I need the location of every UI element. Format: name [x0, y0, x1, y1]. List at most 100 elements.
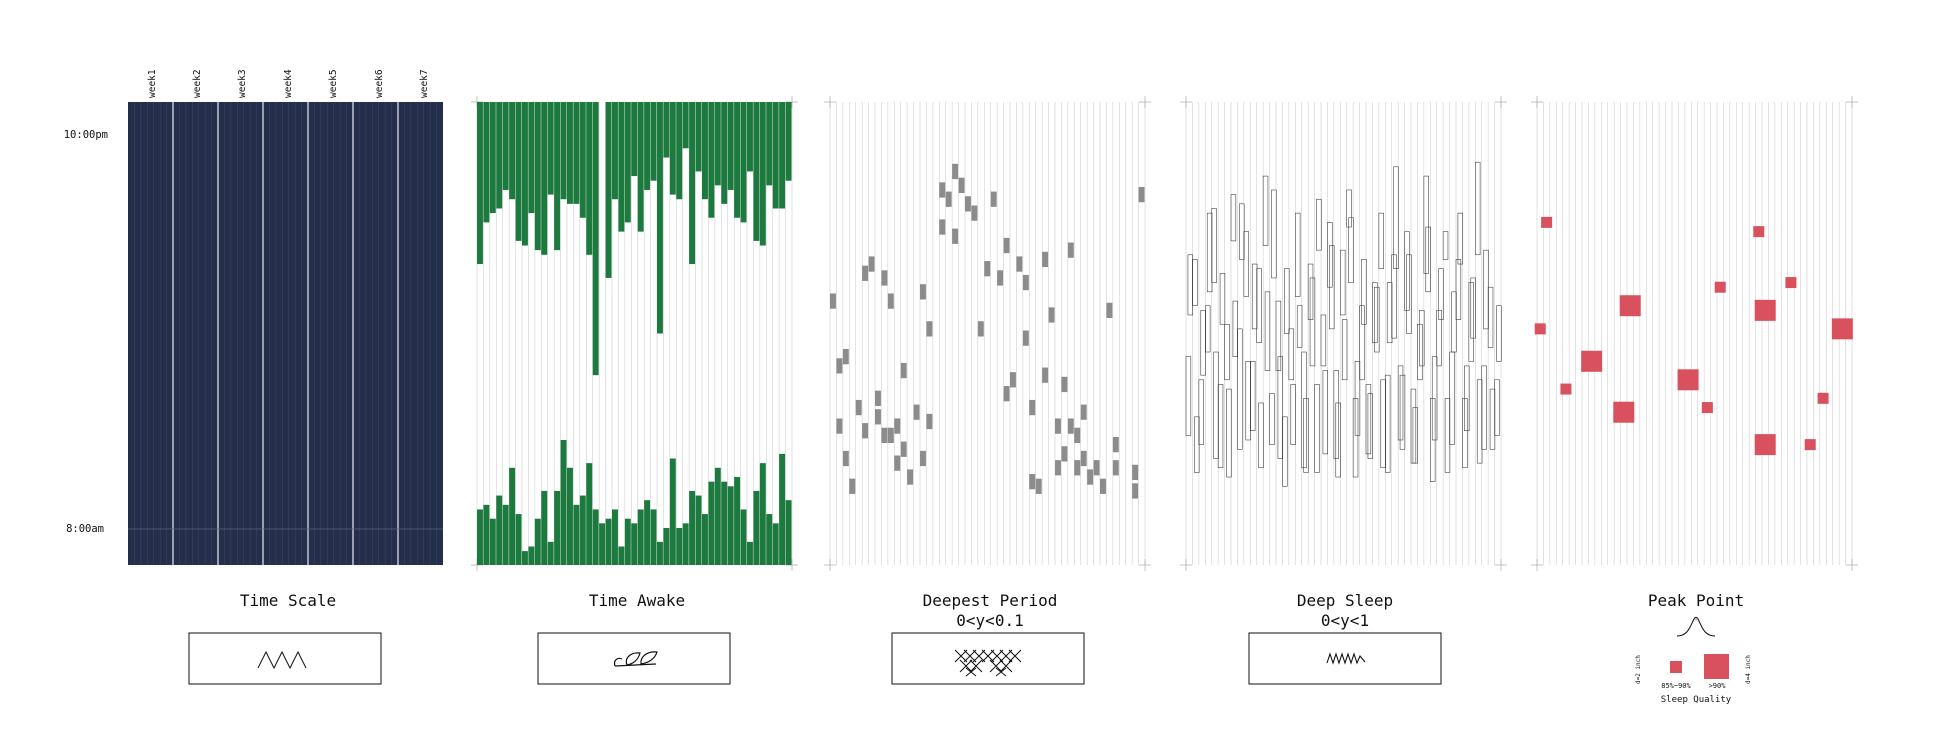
- deep-sleep-segment: [1419, 310, 1425, 367]
- week-label: week6: [374, 69, 385, 98]
- morning-awake-bar: [573, 504, 580, 565]
- deep-sleep-segment: [1282, 416, 1288, 487]
- morning-awake-bar: [689, 490, 696, 565]
- morning-awake-bar: [772, 523, 779, 565]
- cross-stitch-icon: [954, 649, 1022, 677]
- deep-sleep-segment: [1404, 231, 1410, 311]
- deepest-period-mark: [926, 321, 933, 337]
- time-label-bottom: 8:00am: [66, 523, 104, 535]
- deepest-period-mark: [977, 321, 984, 337]
- time-scale-bar: [346, 102, 353, 565]
- time-scale-bar: [288, 102, 295, 565]
- deep-sleep-segment: [1438, 268, 1444, 320]
- time-scale-bar: [198, 102, 205, 565]
- time-scale-bar: [173, 102, 179, 565]
- deep-sleep-segment: [1329, 245, 1335, 330]
- deepest-period-mark: [984, 261, 991, 277]
- evening-awake-bar: [708, 102, 715, 218]
- evening-awake-bar: [747, 102, 753, 172]
- time-scale-bar: [314, 102, 321, 565]
- morning-awake-bar: [515, 514, 522, 565]
- time-scale-bar: [391, 102, 398, 565]
- deep-sleep-segment: [1226, 388, 1232, 478]
- deepest-period-mark: [990, 191, 997, 207]
- peak-point-mark: [1817, 392, 1829, 404]
- evening-awake-bar: [528, 102, 535, 214]
- panel-subtitle: 0<y<1: [1321, 611, 1369, 630]
- deepest-period-mark: [1055, 460, 1061, 476]
- morning-awake-bar: [753, 490, 760, 565]
- deep-sleep-segment: [1393, 166, 1399, 269]
- evening-awake-bar: [721, 102, 728, 204]
- time-scale-bar: [436, 102, 443, 565]
- time-scale-bar: [140, 102, 147, 565]
- time-scale-bar: [417, 102, 424, 565]
- evening-awake-bar: [579, 102, 586, 218]
- peak-point-mark: [1831, 318, 1853, 340]
- deep-sleep-segment: [1275, 300, 1282, 371]
- legend-small-label: 85%~90%: [1661, 682, 1691, 690]
- deep-sleep-segment: [1476, 379, 1483, 464]
- morning-awake-bar: [740, 509, 747, 565]
- peak-point-mark: [1534, 323, 1546, 335]
- deepest-period-mark: [1132, 464, 1139, 481]
- morning-awake-bar: [592, 509, 599, 565]
- deep-sleep-segment: [1243, 231, 1249, 297]
- deep-sleep-segment: [1455, 259, 1462, 320]
- morning-awake-bar: [727, 486, 734, 565]
- deep-sleep-segment: [1372, 282, 1378, 344]
- deepest-period-mark: [1055, 418, 1061, 434]
- deep-sleep-segment: [1192, 259, 1198, 306]
- evening-awake-bar: [560, 102, 567, 200]
- deep-sleep-segment: [1230, 194, 1237, 242]
- time-scale-bar: [308, 102, 314, 565]
- deepest-period-mark: [1029, 474, 1036, 490]
- deep-sleep-segment: [1269, 393, 1275, 445]
- peak-point-mark: [1754, 434, 1776, 456]
- deep-sleep-segment: [1468, 282, 1474, 362]
- morning-awake-bar: [637, 509, 644, 565]
- deepest-period-mark: [1061, 376, 1068, 393]
- time-scale-bar: [430, 102, 436, 565]
- time-scale-icon-box: [188, 632, 382, 685]
- morning-awake-bar: [612, 509, 618, 565]
- morning-awake-bar: [669, 458, 676, 565]
- deepest-period-mark: [1003, 237, 1010, 254]
- deep-sleep-segment: [1335, 402, 1341, 478]
- morning-awake-bar: [541, 490, 548, 565]
- deep-sleep-segment: [1284, 268, 1290, 334]
- evening-awake-bar: [734, 102, 741, 218]
- morning-awake-bar: [477, 509, 483, 565]
- deepest-period-mark: [1061, 446, 1068, 462]
- evening-awake-bar: [554, 102, 561, 251]
- week-labels: week1 week2 week3 week4 week5 week6 week…: [147, 69, 430, 98]
- deepest-period-mark: [1080, 450, 1087, 467]
- deep-sleep-segment: [1406, 254, 1412, 334]
- time-scale-bar: [404, 102, 411, 565]
- evening-awake-bar: [695, 102, 702, 172]
- deep-sleep-segment: [1470, 277, 1476, 339]
- deepest-period-mark: [952, 228, 959, 244]
- deepest-period-mark: [836, 418, 843, 434]
- panel-title: Deep Sleep: [1297, 591, 1393, 610]
- deep-sleep-segment: [1378, 212, 1384, 269]
- morning-awake-bar: [567, 467, 573, 565]
- deepest-period-mark: [971, 205, 978, 221]
- deep-sleep-segment: [1211, 208, 1217, 283]
- deep-sleep-segment: [1320, 314, 1327, 367]
- deep-sleep-segment: [1341, 319, 1348, 381]
- deep-sleep-segment: [1198, 379, 1204, 445]
- deep-sleep-segment: [1205, 305, 1211, 353]
- deepest-period-mark: [1106, 302, 1113, 318]
- time-scale-chart: [128, 102, 443, 565]
- deepest-period-mark: [887, 427, 894, 443]
- deepest-period-mark: [1138, 186, 1145, 203]
- deep-sleep-segment: [1237, 328, 1243, 450]
- morning-awake-bar: [534, 518, 541, 565]
- deep-sleep-segment: [1496, 305, 1502, 362]
- deepest-period-mark: [830, 293, 836, 309]
- time-scale-bar: [365, 102, 372, 565]
- deepest-period-mark: [900, 441, 907, 457]
- time-scale-bar: [282, 102, 289, 565]
